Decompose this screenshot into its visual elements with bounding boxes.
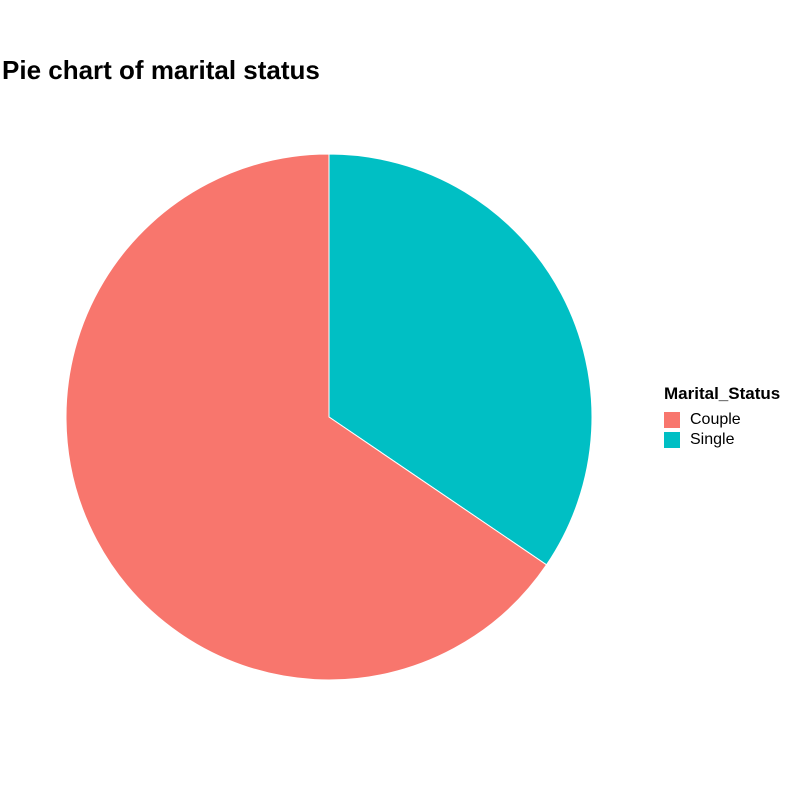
legend-key-couple (664, 412, 680, 428)
legend-item-couple: Couple (664, 410, 780, 430)
chart-title: Pie chart of marital status (2, 55, 320, 85)
pie-slice-couple (65, 153, 548, 681)
legend-title: Marital_Status (664, 384, 781, 403)
legend-item-single: Single (664, 430, 780, 450)
pie-slices (65, 153, 593, 681)
legend-key-single (664, 432, 680, 448)
legend-label-couple: Couple (690, 411, 741, 428)
legend-items: Couple Single (664, 410, 780, 450)
pie-slice-single (328, 153, 593, 566)
legend-label-single: Single (690, 431, 735, 448)
legend: Marital_Status Couple Single (664, 384, 780, 450)
